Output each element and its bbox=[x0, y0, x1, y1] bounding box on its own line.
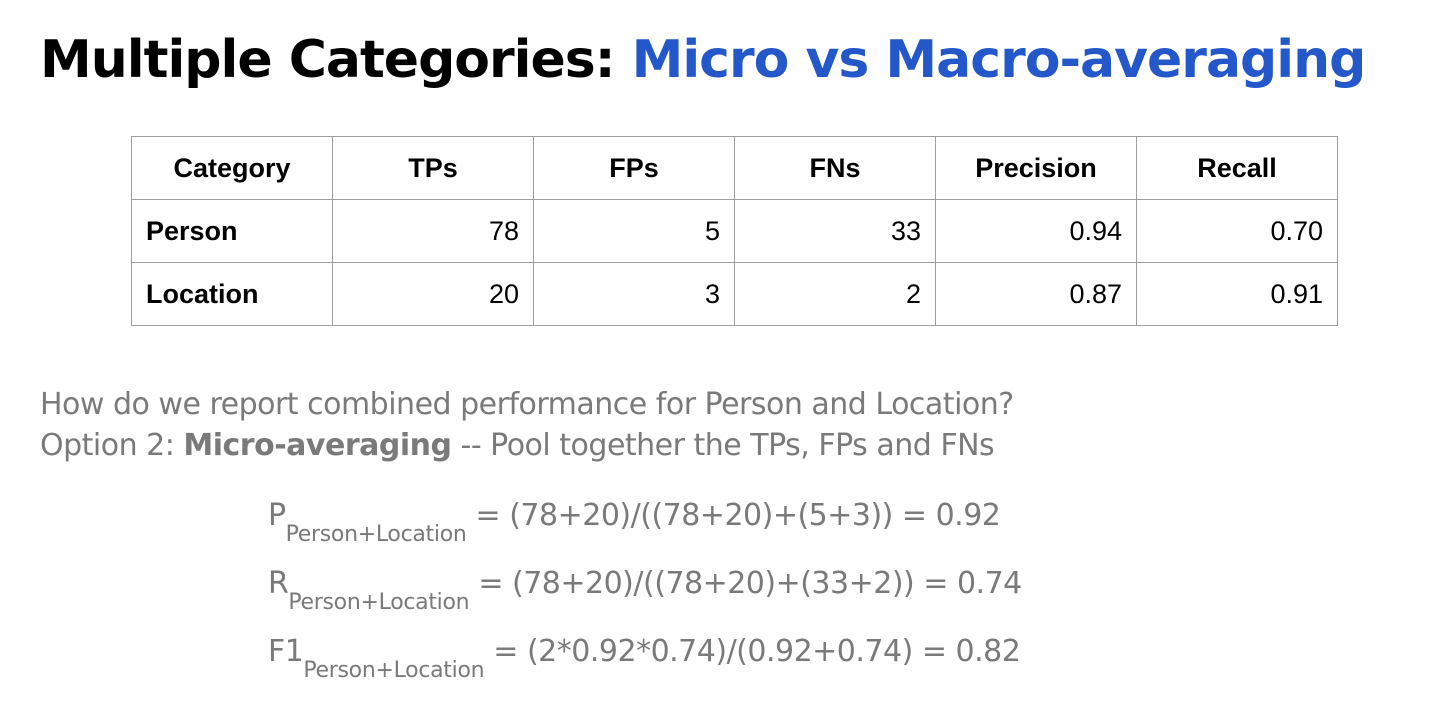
option-prefix: Option 2: bbox=[40, 428, 184, 463]
body-text: How do we report combined performance fo… bbox=[40, 384, 1014, 466]
option-rest: -- Pool together the TPs, FPs and FNs bbox=[451, 428, 995, 463]
formula-subscript: Person+Location bbox=[285, 522, 467, 547]
slide-title-accent: Micro vs Macro-averaging bbox=[631, 30, 1367, 90]
cell-category: Location bbox=[131, 262, 333, 326]
formula-subscript: Person+Location bbox=[303, 658, 485, 683]
formula-precision: PPerson+Location = (78+20)/((78+20)+(5+3… bbox=[268, 494, 1022, 562]
formula-subscript: Person+Location bbox=[288, 590, 470, 615]
formula-f1: F1Person+Location = (2*0.92*0.74)/(0.92+… bbox=[268, 630, 1022, 698]
cell-fns: 33 bbox=[734, 199, 936, 263]
metrics-table: Category TPs FPs FNs Precision Recall Pe… bbox=[131, 136, 1338, 326]
header-fps: FPs bbox=[533, 136, 735, 200]
formula-symbol: R bbox=[268, 566, 289, 601]
cell-category: Person bbox=[131, 199, 333, 263]
cell-precision: 0.87 bbox=[935, 262, 1137, 326]
formula-symbol: P bbox=[268, 498, 286, 533]
cell-recall: 0.70 bbox=[1136, 199, 1338, 263]
cell-tps: 20 bbox=[332, 262, 534, 326]
header-tps: TPs bbox=[332, 136, 534, 200]
table-row: Person 78 5 33 0.94 0.70 bbox=[131, 199, 1338, 263]
table-header-row: Category TPs FPs FNs Precision Recall bbox=[131, 136, 1338, 200]
cell-tps: 78 bbox=[332, 199, 534, 263]
formula-block: PPerson+Location = (78+20)/((78+20)+(5+3… bbox=[268, 494, 1022, 698]
formula-symbol: F1 bbox=[268, 634, 304, 669]
formula-expression: = (78+20)/((78+20)+(5+3)) = 0.92 bbox=[466, 498, 1001, 533]
cell-fps: 3 bbox=[533, 262, 735, 326]
slide-title: Multiple Categories: Micro vs Macro-aver… bbox=[40, 24, 1367, 96]
table-row: Location 20 3 2 0.87 0.91 bbox=[131, 262, 1338, 326]
option-line: Option 2: Micro-averaging -- Pool togeth… bbox=[40, 425, 1014, 466]
option-bold: Micro-averaging bbox=[183, 428, 452, 463]
formula-expression: = (2*0.92*0.74)/(0.92+0.74) = 0.82 bbox=[484, 634, 1021, 669]
formula-expression: = (78+20)/((78+20)+(33+2)) = 0.74 bbox=[469, 566, 1022, 601]
formula-recall: RPerson+Location = (78+20)/((78+20)+(33+… bbox=[268, 562, 1022, 630]
header-fns: FNs bbox=[734, 136, 936, 200]
slide-title-main: Multiple Categories: bbox=[40, 30, 632, 90]
header-recall: Recall bbox=[1136, 136, 1338, 200]
header-precision: Precision bbox=[935, 136, 1137, 200]
cell-fps: 5 bbox=[533, 199, 735, 263]
cell-precision: 0.94 bbox=[935, 199, 1137, 263]
cell-recall: 0.91 bbox=[1136, 262, 1338, 326]
question-line: How do we report combined performance fo… bbox=[40, 387, 1014, 422]
cell-fns: 2 bbox=[734, 262, 936, 326]
header-category: Category bbox=[131, 136, 333, 200]
